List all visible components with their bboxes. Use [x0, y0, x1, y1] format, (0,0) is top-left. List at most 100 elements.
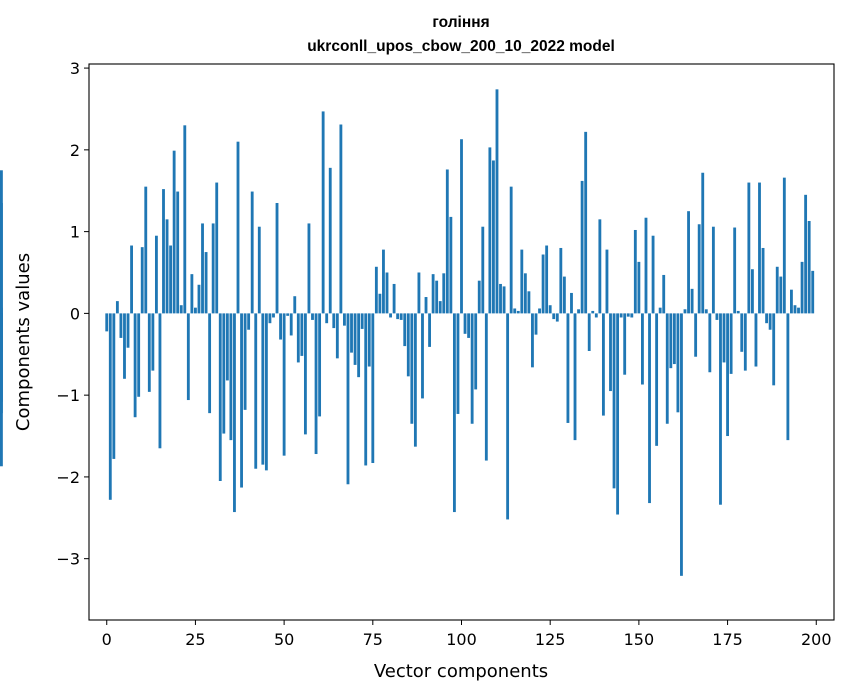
bar [811, 270, 815, 314]
bar [428, 313, 431, 347]
y-tick-label: 1 [70, 223, 80, 242]
bar [140, 247, 144, 314]
bar [754, 313, 758, 367]
bar [154, 235, 158, 314]
bar [194, 307, 197, 314]
bar [353, 313, 357, 365]
bar [750, 269, 754, 314]
bar [165, 219, 169, 314]
bar [371, 313, 375, 464]
bar [151, 313, 155, 371]
bar [186, 313, 190, 401]
x-tick-label: 75 [363, 630, 383, 649]
bar [683, 309, 687, 314]
bar [424, 297, 428, 314]
bar [619, 313, 623, 318]
bar [690, 288, 694, 314]
bar [658, 307, 662, 314]
bar [204, 252, 208, 314]
bar [261, 313, 265, 465]
bar [807, 220, 811, 314]
bar [637, 261, 641, 314]
bar [648, 313, 651, 504]
bar [733, 227, 737, 314]
bar [105, 313, 109, 332]
bar [367, 313, 371, 367]
y-tick-label: −1 [56, 386, 80, 405]
bar [300, 313, 304, 356]
bar [669, 313, 673, 369]
bar [506, 313, 510, 520]
bar [609, 313, 612, 392]
bar [548, 305, 552, 314]
bar [566, 313, 570, 423]
bar [243, 313, 247, 410]
bar [538, 308, 541, 314]
bar [559, 247, 563, 314]
bar [225, 313, 229, 381]
bar [452, 313, 456, 513]
bar [577, 309, 580, 314]
bar [641, 313, 644, 385]
bar [729, 313, 733, 374]
bar [644, 217, 648, 314]
bar [782, 177, 786, 314]
bar [335, 313, 339, 359]
chart-title: гоління [432, 14, 489, 31]
bar [704, 309, 708, 314]
bar [364, 313, 368, 466]
bar [233, 313, 236, 513]
bar [449, 216, 453, 314]
x-tick-label: 25 [185, 630, 205, 649]
bar [598, 219, 602, 314]
bar [570, 292, 573, 314]
y-axis-ticks: −3 −2 −1 0 1 2 3 [56, 59, 89, 569]
bar [804, 194, 808, 314]
bar [545, 245, 549, 314]
bar [601, 313, 605, 416]
bar [626, 313, 630, 317]
bar [523, 273, 527, 314]
bar [435, 280, 439, 314]
bar [431, 274, 435, 314]
bar [208, 313, 212, 414]
x-tick-label: 175 [712, 630, 743, 649]
bar [162, 189, 165, 314]
bar [474, 313, 478, 390]
bar [555, 313, 559, 322]
bar [296, 313, 300, 363]
plot-frame [88, 63, 835, 621]
x-tick-label: 150 [624, 630, 655, 649]
bar [516, 310, 520, 314]
chart-subtitle: ukrconll_upos_cbow_200_10_2022 model [307, 38, 615, 55]
bar [740, 313, 744, 352]
bar [463, 313, 467, 334]
bar [541, 254, 545, 314]
bar [605, 249, 609, 314]
bar [765, 313, 769, 324]
bar [488, 147, 492, 314]
bar [236, 141, 240, 314]
bar [520, 249, 524, 314]
y-tick-label: 0 [70, 304, 80, 323]
bar [360, 313, 364, 329]
bar [392, 283, 396, 314]
bar [438, 301, 442, 314]
bar [332, 313, 336, 329]
bar [701, 172, 705, 314]
bar [445, 169, 449, 314]
bar [421, 313, 424, 399]
bar [133, 313, 137, 418]
bar [325, 313, 329, 324]
bar [793, 305, 797, 314]
bar [758, 182, 761, 314]
bar [594, 313, 598, 318]
bar [215, 182, 219, 314]
bar [711, 226, 715, 314]
bar [630, 313, 634, 318]
bar [357, 313, 361, 378]
bar [158, 313, 162, 449]
bar [268, 313, 272, 324]
bar [314, 313, 318, 455]
